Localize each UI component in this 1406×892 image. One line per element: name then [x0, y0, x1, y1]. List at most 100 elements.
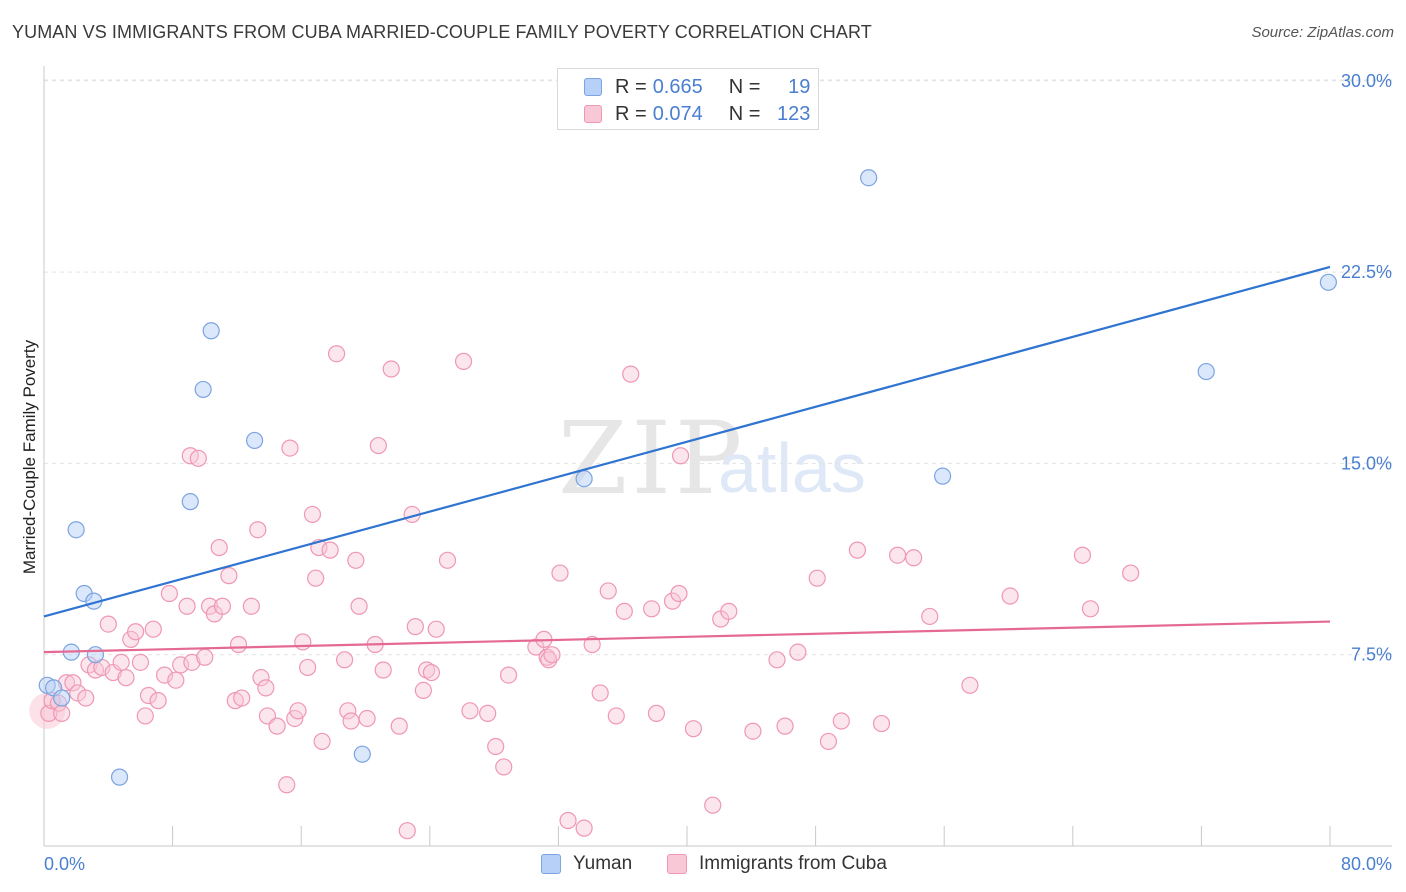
- cuba-point: [427, 620, 445, 638]
- cuba-point: [670, 584, 688, 603]
- cuba-point: [303, 505, 322, 524]
- watermark-zip: ZIP: [558, 400, 747, 517]
- cuba-point: [575, 819, 593, 837]
- yuman-point: [1197, 362, 1215, 381]
- yuman-point: [110, 768, 129, 786]
- cuba-swatch-icon: [584, 105, 602, 123]
- yuman-point: [67, 521, 85, 539]
- cuba-point: [622, 365, 640, 383]
- cuba-point: [499, 666, 518, 684]
- cuba-point: [1001, 587, 1019, 605]
- cuba-point: [591, 684, 609, 702]
- cuba-point: [64, 674, 82, 692]
- cuba-point: [196, 648, 214, 666]
- cuba-point: [559, 811, 577, 830]
- cuba-point: [112, 653, 130, 671]
- cuba-point: [268, 717, 286, 735]
- chart-source: Source: ZipAtlas.com: [1251, 24, 1394, 41]
- cuba-point: [313, 732, 331, 751]
- cuba-point: [647, 704, 666, 722]
- cuba-point: [848, 541, 866, 559]
- cuba-point: [358, 709, 376, 728]
- legend-r-value: 0.665: [652, 75, 703, 98]
- cuba-point: [744, 722, 762, 740]
- cuba-point: [278, 776, 296, 794]
- cuba-point: [551, 564, 569, 582]
- cuba-point: [233, 689, 251, 707]
- cuba-point: [149, 692, 167, 710]
- cuba-point: [417, 661, 436, 679]
- yuman-point: [86, 646, 105, 664]
- x-tick-label-max: 80.0%: [1341, 854, 1392, 874]
- cuba-point: [53, 704, 71, 722]
- cuba-point: [819, 732, 838, 751]
- cuba-point: [905, 549, 923, 567]
- cuba-point: [178, 597, 196, 615]
- cuba-point: [77, 689, 95, 707]
- yuman-point: [245, 431, 264, 450]
- cuba-point: [438, 551, 457, 569]
- yuman-points-layer: [38, 169, 1337, 786]
- y-tick-label: 22.5%: [1341, 262, 1392, 282]
- cuba-point: [342, 712, 360, 730]
- cuba-point: [189, 449, 207, 467]
- cuba-point: [127, 623, 145, 641]
- cuba-point: [139, 686, 158, 705]
- cuba-point: [321, 541, 339, 559]
- cuba-point: [229, 635, 248, 654]
- cuba-point: [183, 653, 201, 671]
- bottom-legend-yuman-label: Yuman: [573, 853, 633, 874]
- yuman-point: [53, 689, 71, 707]
- bottom-legend-cuba-label: Immigrants from Cuba: [699, 853, 887, 874]
- cuba-point: [220, 567, 238, 585]
- cuba-point: [720, 602, 738, 620]
- cuba-point: [99, 615, 117, 633]
- cuba-point: [832, 712, 850, 730]
- cuba-point: [487, 737, 505, 756]
- cuba-point: [398, 822, 416, 840]
- cuba-point: [294, 633, 312, 651]
- yuman-swatch-icon: [584, 78, 602, 96]
- cuba-point: [704, 796, 722, 814]
- cuba-legend-icon: [667, 854, 687, 874]
- cuba-point: [339, 702, 357, 720]
- legend-r-label: R =: [615, 75, 647, 98]
- cuba-point: [167, 671, 185, 689]
- legend-r-label: R =: [615, 102, 647, 125]
- cuba-point: [583, 635, 601, 654]
- cuba-point: [242, 597, 260, 615]
- cuba-point: [1081, 600, 1100, 618]
- cuba-point: [543, 646, 561, 664]
- cuba-point: [789, 643, 807, 661]
- cuba-point: [382, 360, 400, 378]
- yuman-point: [353, 745, 371, 763]
- watermark-atlas: atlas: [718, 429, 866, 507]
- cuba-point: [369, 436, 387, 455]
- yuman-point: [194, 380, 212, 399]
- cuba-points-layer: [29, 345, 1140, 840]
- cuba-point: [213, 597, 232, 615]
- cuba-point: [888, 546, 907, 564]
- cuba-point: [160, 584, 178, 603]
- yuman-point: [181, 493, 199, 511]
- yuman-point: [202, 322, 220, 340]
- legend-n-value: 123: [777, 102, 811, 125]
- cuba-point: [671, 447, 690, 465]
- cuba-point: [210, 538, 228, 557]
- cuba-point: [872, 714, 891, 733]
- cuba-point: [768, 651, 786, 669]
- cuba-point: [479, 704, 497, 722]
- cuba-point: [454, 352, 473, 370]
- cuba-point: [607, 707, 625, 725]
- cuba-point: [776, 717, 794, 735]
- x-tick-label-min: 0.0%: [44, 854, 85, 874]
- cuba-point: [599, 582, 617, 600]
- legend-row-cuba: R = 0.074 N = 123: [584, 102, 810, 126]
- cuba-point: [131, 653, 150, 671]
- cuba-trend-line: [43, 620, 1331, 654]
- cuba-point: [117, 669, 135, 687]
- legend-n-label: N =: [728, 102, 761, 125]
- axis-layer: [43, 66, 1392, 847]
- cuba-point: [961, 676, 979, 694]
